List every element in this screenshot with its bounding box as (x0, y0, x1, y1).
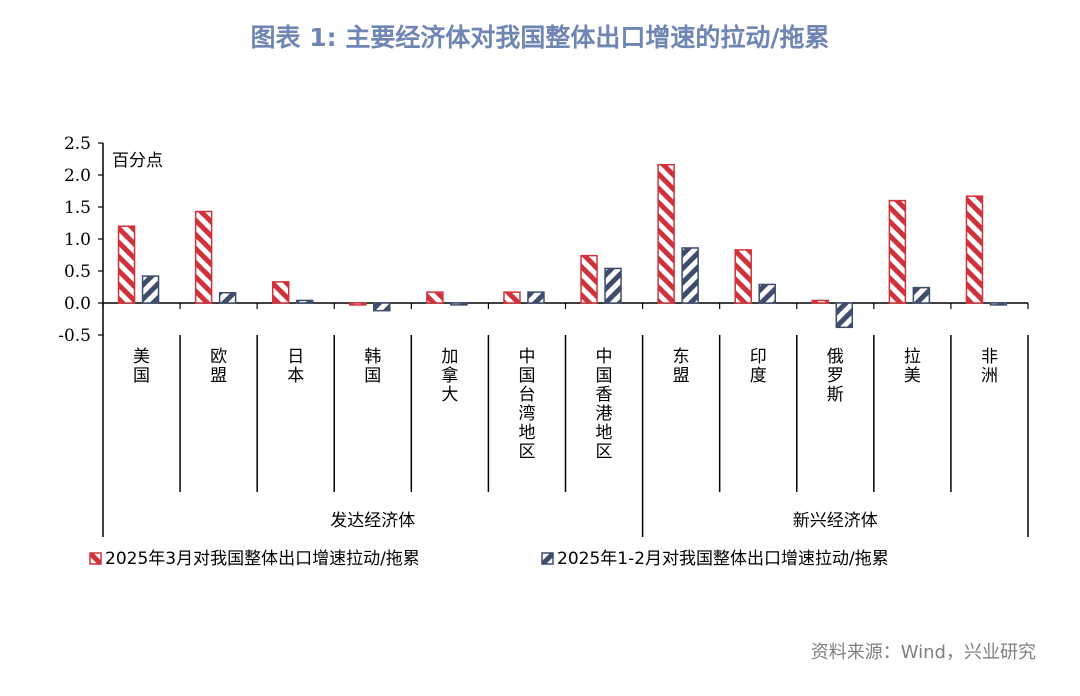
bar-janfeb-4 (450, 302, 468, 306)
bar-mar-4 (426, 291, 444, 304)
legend-swatch-0 (89, 552, 102, 565)
legend-label-1: 2025年1-2月对我国整体出口增速拉动/拖累 (557, 549, 889, 569)
y-unit-label: 百分点 (112, 151, 163, 171)
bar-mar-6 (580, 254, 598, 304)
category-label: 韩国 (364, 347, 381, 386)
bar-janfeb-0 (141, 275, 160, 304)
category-label: 中国台湾地区 (518, 347, 535, 462)
category-label: 非洲 (981, 347, 998, 386)
y-tick-label: 0.5 (64, 262, 91, 282)
group-label: 新兴经济体 (793, 511, 878, 531)
category-label: 欧盟 (210, 347, 227, 386)
bar-janfeb-11 (989, 302, 1008, 306)
category-label: 俄罗斯 (827, 347, 844, 405)
source-note: 资料来源：Wind，兴业研究 (810, 642, 1036, 663)
bar-mar-3 (349, 302, 367, 306)
category-label: 日本 (287, 347, 304, 386)
category-label: 拉美 (904, 347, 921, 386)
bar-janfeb-10 (912, 286, 931, 304)
y-tick-label: 2.0 (64, 166, 91, 186)
bar-mar-1 (194, 210, 213, 304)
bar-janfeb-8 (758, 283, 776, 304)
legend-label-0: 2025年3月对我国整体出口增速拉动/拖累 (105, 549, 420, 569)
y-tick-label: 1.0 (64, 230, 91, 250)
category-label: 美国 (133, 347, 150, 386)
bar-janfeb-2 (295, 299, 314, 304)
bar-mar-11 (965, 195, 984, 304)
bar-mar-0 (117, 225, 136, 304)
bar-janfeb-3 (373, 302, 391, 312)
bar-janfeb-9 (835, 302, 854, 329)
y-tick-label: 1.5 (64, 198, 91, 218)
bar-janfeb-6 (604, 267, 622, 304)
y-tick-label: 2.5 (64, 134, 91, 154)
bar-mar-8 (734, 249, 752, 304)
category-label: 东盟 (673, 347, 690, 386)
y-tick-label: 0.0 (64, 294, 91, 314)
legend-swatch-1 (541, 552, 554, 565)
bar-janfeb-7 (681, 247, 699, 304)
category-label: 印度 (750, 347, 767, 386)
bar-janfeb-1 (218, 292, 237, 304)
category-label: 加拿大 (441, 347, 458, 405)
chart-title: 图表 1: 主要经济体对我国整体出口增速的拉动/拖累 (250, 23, 830, 52)
bar-mar-10 (888, 199, 907, 304)
bar-mar-2 (271, 281, 290, 304)
bar-mar-7 (657, 164, 675, 304)
y-tick-label: -0.5 (58, 326, 91, 346)
category-label: 中国香港地区 (596, 347, 613, 462)
group-label: 发达经济体 (330, 511, 415, 531)
bar-mar-5 (503, 291, 521, 304)
bar-mar-9 (811, 299, 830, 304)
bar-janfeb-5 (527, 291, 545, 304)
